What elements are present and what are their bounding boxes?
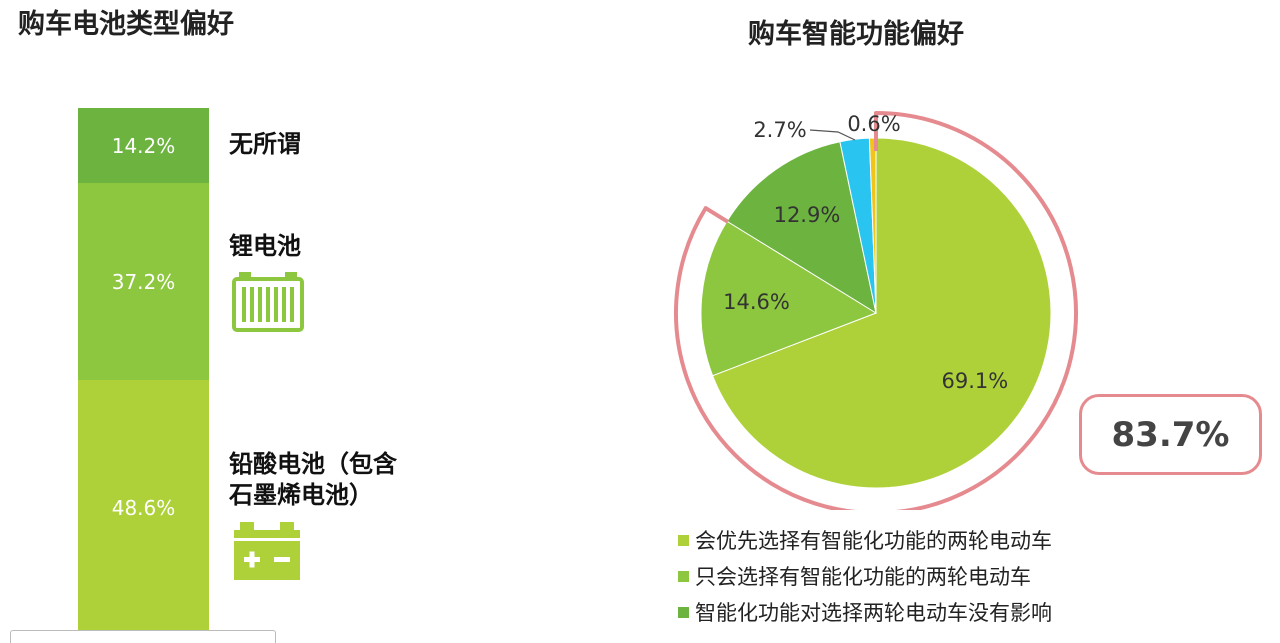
legend-label: 只会选择有智能化功能的两轮电动车 [695,565,1031,589]
pie-value-label: 69.1% [942,369,1009,393]
highlight-total-badge: 83.7% [1079,394,1262,475]
pie-slice [711,137,1052,489]
bar-segment-lithium: 37.2% [78,183,209,380]
bar-segment-indifferent: 14.2% [78,108,209,184]
bar-value-label: 37.2% [111,269,176,294]
smart-feature-pie-chart: 69.1% 14.6% 12.9% 2.7% 0.6% [674,111,1078,510]
legend-label: 会优先选择有智能化功能的两轮电动车 [695,529,1052,553]
category-label-lead-acid-line1: 铅酸电池（包含 [229,450,397,478]
bar-value-label: 14.2% [111,133,176,158]
pie-legend: 会优先选择有智能化功能的两轮电动车 只会选择有智能化功能的两轮电动车 智能化功能… [678,522,1052,630]
pie-slice [726,141,877,315]
pie-value-label: 0.6% [847,112,900,136]
lead-acid-battery-icon [234,522,300,580]
pie-value-label: 12.9% [774,203,841,227]
legend-item: 智能化功能对选择两轮电动车没有影响 [678,594,1052,630]
pie-slice [700,220,878,377]
legend-item: 只会选择有智能化功能的两轮电动车 [678,558,1052,594]
battery-chart-title: 购车电池类型偏好 [18,9,234,40]
battery-stacked-bar: 14.2% 37.2% 48.6% [78,108,209,637]
bar-value-label: 48.6% [111,496,176,521]
category-label-lithium: 锂电池 [229,232,301,260]
leader-line [809,129,856,141]
category-label-indifferent: 无所谓 [229,130,301,158]
legend-label: 智能化功能对选择两轮电动车没有影响 [695,601,1052,625]
pie-value-label: 14.6% [723,290,790,314]
bar-segment-lead-acid: 48.6% [78,379,209,637]
pie-value-label: 2.7% [753,118,806,142]
legend-item: 会优先选择有智能化功能的两轮电动车 [678,522,1052,558]
legend-swatch [678,570,689,582]
highlight-outline [674,111,1078,510]
legend-swatch [678,534,689,546]
lithium-battery-icon [232,272,304,332]
legend-swatch [678,606,689,618]
category-label-lead-acid-line2: 石墨烯电池） [229,481,373,509]
smart-feature-chart-title: 购车智能功能偏好 [748,19,964,50]
